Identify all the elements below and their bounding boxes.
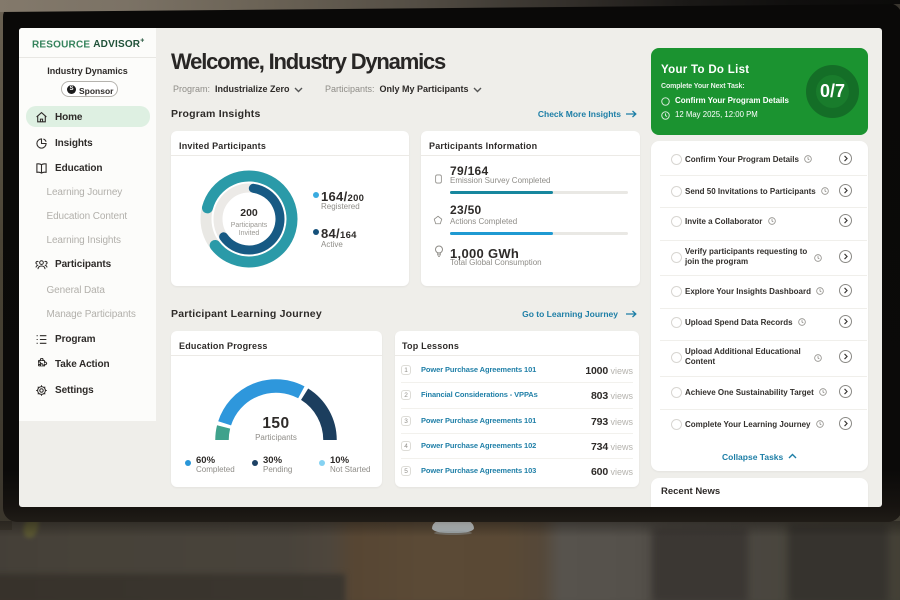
svg-text:Participants: Participants [231,222,268,229]
svg-text:200: 200 [240,207,258,219]
svg-text:Invited: Invited [239,230,260,237]
